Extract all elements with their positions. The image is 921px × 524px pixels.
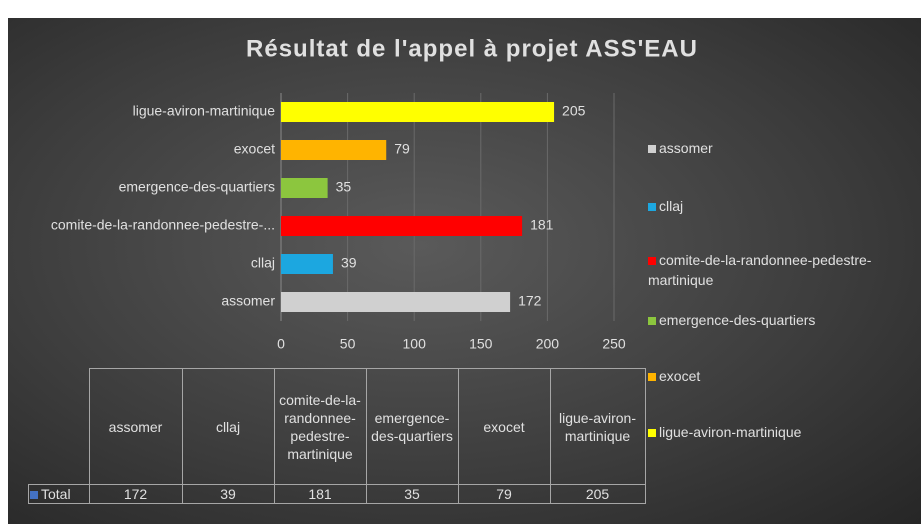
data-table: assomer cllaj comite-de-la-randonnee-pedes… [28,368,646,504]
legend-item: exocet [648,366,700,386]
legend-swatch [648,257,656,265]
legend-item: cllaj [648,196,683,216]
data-label: 172 [518,293,542,309]
legend-item: assomer [648,138,713,158]
table-value: 181 [273,484,367,504]
bar [281,216,523,236]
table-value: 35 [365,484,459,504]
x-tick-label: 50 [340,336,356,352]
x-tick-label: 100 [403,336,427,352]
legend-swatch [648,429,656,437]
series-swatch [30,491,38,499]
bar [281,178,328,198]
bar [281,254,333,274]
column-header: exocet [457,368,551,485]
legend-label: exocet [659,368,701,384]
chart: Résultat de l'appel à projet ASS'EAU 0 50… [51,35,698,352]
y-tick-label: emergence-des-quartiers [119,179,275,195]
series-name: Total [41,486,71,502]
table-row: Total 172 39 181 35 79 205 [28,484,646,504]
legend-swatch [648,145,656,153]
legend-label: assomer [659,140,713,156]
x-tick-label: 150 [469,336,493,352]
legend-label: cllaj [659,198,684,214]
legend-label: comite-de-la-randonnee-pedestre-martiniq… [648,252,872,288]
legend-label: emergence-des-quartiers [659,312,816,328]
y-tick-label: comite-de-la-randonnee-pedestre-... [51,217,275,233]
column-header: emergence-des-quartiers [365,368,459,485]
bar [281,140,387,160]
x-tick-label: 0 [277,336,285,352]
data-label: 181 [530,217,554,233]
column-header: cllaj [181,368,275,485]
bar [281,102,555,122]
data-label: 35 [336,179,352,195]
legend-item: comite-de-la-randonnee-pedestre-martiniq… [648,250,918,290]
y-tick-label: assomer [221,293,275,309]
table-value: 172 [88,484,183,504]
data-label: 205 [562,103,586,119]
column-header: assomer [88,368,183,485]
y-tick-label: cllaj [251,255,275,271]
chart-area: Résultat de l'appel à projet ASS'EAU 0 50… [8,18,921,524]
column-header: ligue-aviron-martinique [549,368,646,485]
legend-swatch [648,203,656,211]
corner-cell [28,368,90,485]
chart-title: Résultat de l'appel à projet ASS'EAU [246,35,698,62]
legend-item: emergence-des-quartiers [648,310,815,330]
table-value: 79 [457,484,551,504]
data-label: 79 [394,141,410,157]
bar [281,292,511,312]
table-value: 205 [549,484,646,504]
y-tick-label: ligue-aviron-martinique [133,103,276,119]
x-tick-label: 200 [536,336,560,352]
data-label: 39 [341,255,357,271]
legend-item: ligue-aviron-martinique [648,422,801,442]
legend-label: ligue-aviron-martinique [659,424,802,440]
legend-swatch [648,317,656,325]
row-header: Total [28,484,90,504]
y-tick-label: exocet [234,141,275,157]
x-tick-label: 250 [602,336,626,352]
legend-swatch [648,373,656,381]
table-header: assomer cllaj comite-de-la-randonnee-pedes… [28,368,646,485]
table-value: 39 [181,484,275,504]
column-header: comite-de-la-randonnee-pedestre-martiniq… [273,368,367,485]
